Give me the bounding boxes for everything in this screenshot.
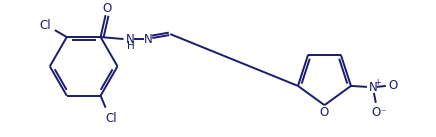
Text: Cl: Cl [106,112,117,125]
Text: ⁻: ⁻ [380,108,385,118]
Text: O: O [102,2,111,15]
Text: N: N [126,33,135,45]
Text: N: N [144,33,153,45]
Text: O: O [320,106,329,119]
Text: H: H [126,41,134,51]
Text: O: O [371,106,381,119]
Text: N: N [368,81,377,94]
Text: +: + [375,78,381,87]
Text: O: O [388,79,397,92]
Text: Cl: Cl [39,19,51,32]
